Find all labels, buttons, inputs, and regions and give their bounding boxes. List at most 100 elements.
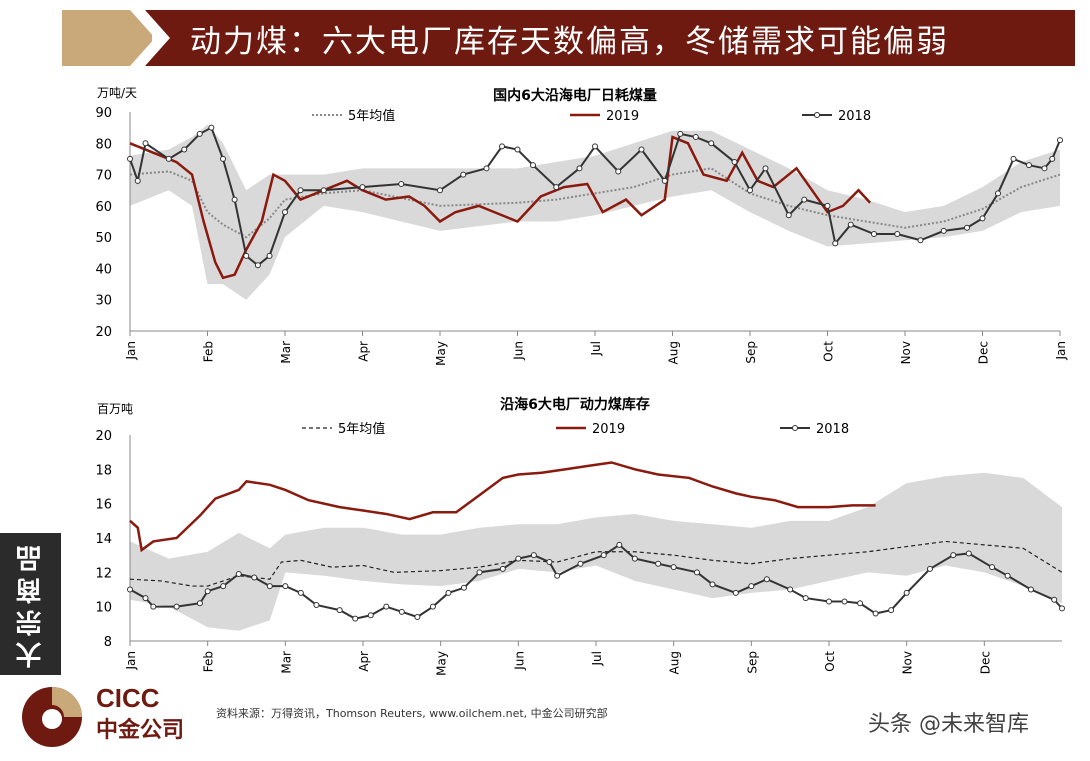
data-point-2018 xyxy=(600,552,607,559)
y-tick-label: 12 xyxy=(95,566,112,581)
x-tick-label: Oct xyxy=(822,341,836,362)
data-point-2018 xyxy=(708,140,715,147)
y-tick-label: 70 xyxy=(95,169,112,184)
data-point-2018 xyxy=(181,146,188,153)
data-point-2018 xyxy=(824,202,831,209)
legend-marker xyxy=(814,112,820,118)
chart-2: 沿海6大电厂动力煤库存 百万吨 8 10 12 14 16 18 20 Jan Feb Mar Apr M… xyxy=(95,396,1065,676)
data-point-2018 xyxy=(785,212,792,219)
data-point-2018 xyxy=(787,586,794,593)
data-point-2018 xyxy=(1004,572,1011,579)
data-point-2018 xyxy=(297,187,304,194)
data-point-2018 xyxy=(615,168,622,175)
x-tick-label: Jan xyxy=(124,651,138,671)
x-tick-label: Jun xyxy=(512,341,526,361)
x-tick-label: Feb xyxy=(202,341,216,362)
y-tick-label: 10 xyxy=(95,601,112,616)
data-point-2018 xyxy=(514,146,521,153)
legend-label: 2018 xyxy=(838,109,871,124)
data-point-2018 xyxy=(127,586,133,593)
data-point-2018 xyxy=(282,583,289,590)
data-point-2018 xyxy=(989,564,996,571)
x-tick-label: Nov xyxy=(901,651,915,674)
range-band xyxy=(130,472,1062,631)
source-note: 资料来源：万得资讯，Thomson Reuters, www.oilchem.n… xyxy=(216,707,608,720)
data-point-2018 xyxy=(320,187,327,194)
page-title: 动力煤：六大电厂库存天数偏高，冬储需求可能偏弱 xyxy=(190,24,949,60)
data-point-2018 xyxy=(254,262,261,269)
y-tick-label: 90 xyxy=(95,106,112,121)
logo-text-cn: 中金公司 xyxy=(96,718,185,743)
data-point-2018 xyxy=(631,555,638,562)
data-point-2018 xyxy=(965,550,972,557)
data-point-2018 xyxy=(731,159,738,166)
data-point-2018 xyxy=(266,583,273,590)
data-point-2018 xyxy=(398,180,405,187)
x-tick-label: Feb xyxy=(202,651,216,672)
x-tick-label: Apr xyxy=(357,341,371,362)
chart-title: 国内6大沿海电厂日耗煤量 xyxy=(493,87,657,104)
range-band xyxy=(130,124,1060,300)
data-point-2018 xyxy=(483,165,490,172)
y-tick-label: 20 xyxy=(95,429,112,444)
data-point-2018 xyxy=(1027,586,1034,593)
data-point-2018 xyxy=(692,134,699,141)
data-point-2018 xyxy=(638,146,645,153)
x-tick-label: Sep xyxy=(744,341,758,364)
y-tick-label: 50 xyxy=(95,231,112,246)
logo-text-en: CICC xyxy=(96,683,160,713)
x-tick-label: Mar xyxy=(279,651,293,674)
data-point-2018 xyxy=(251,574,258,581)
data-point-2018 xyxy=(165,155,172,162)
data-point-2018 xyxy=(220,155,226,162)
y-tick-label: 80 xyxy=(95,137,112,152)
data-point-2018 xyxy=(964,224,970,231)
x-tick-label: Mar xyxy=(279,341,293,364)
data-point-2018 xyxy=(826,598,832,605)
data-point-2018 xyxy=(150,603,157,610)
data-point-2018 xyxy=(173,603,180,610)
x-tick-label: Jul xyxy=(590,651,604,666)
data-point-2018 xyxy=(979,215,986,222)
data-point-2018 xyxy=(1049,155,1056,162)
x-tick-label: Apr xyxy=(357,651,371,672)
data-point-2018 xyxy=(460,171,467,178)
data-point-2018 xyxy=(917,237,924,244)
x-tick-label: May xyxy=(434,341,448,366)
data-point-2018 xyxy=(995,190,1001,197)
data-point-2018 xyxy=(748,583,755,590)
data-point-2018 xyxy=(732,589,739,596)
legend-label: 5年均值 xyxy=(338,421,385,437)
data-point-2018 xyxy=(359,184,366,191)
x-tick-label: Dec xyxy=(978,651,992,674)
x-tick-label: Aug xyxy=(667,341,681,364)
data-point-2018 xyxy=(220,583,227,590)
data-point-2018 xyxy=(894,231,901,238)
data-point-2018 xyxy=(888,607,895,614)
data-point-2018 xyxy=(577,560,584,567)
data-point-2018 xyxy=(499,143,505,150)
data-point-2018 xyxy=(142,140,149,147)
y-axis-unit: 百万吨 xyxy=(97,402,133,416)
data-point-2018 xyxy=(499,565,506,572)
data-point-2018 xyxy=(747,187,753,194)
x-tick-label: Nov xyxy=(899,341,913,364)
data-point-2018 xyxy=(336,607,343,614)
data-point-2018 xyxy=(762,165,769,172)
data-point-2018 xyxy=(1041,165,1048,172)
chart-title: 沿海6大电厂动力煤库存 xyxy=(500,396,650,413)
x-tick-label: Jan xyxy=(124,341,138,361)
data-point-2018 xyxy=(926,565,933,572)
data-point-2018 xyxy=(352,615,359,622)
data-point-2018 xyxy=(553,184,560,191)
data-point-2018 xyxy=(903,589,910,596)
data-point-2018 xyxy=(196,600,203,607)
x-tick-label: Dec xyxy=(977,341,991,364)
data-point-2018 xyxy=(554,572,561,579)
data-point-2018 xyxy=(204,588,211,595)
sidebar-section-label: 大宗商品 xyxy=(0,533,61,675)
legend-label: 5年均值 xyxy=(348,108,395,124)
data-point-2018 xyxy=(847,221,854,228)
data-point-2018 xyxy=(282,209,288,216)
data-point-2018 xyxy=(127,155,133,162)
